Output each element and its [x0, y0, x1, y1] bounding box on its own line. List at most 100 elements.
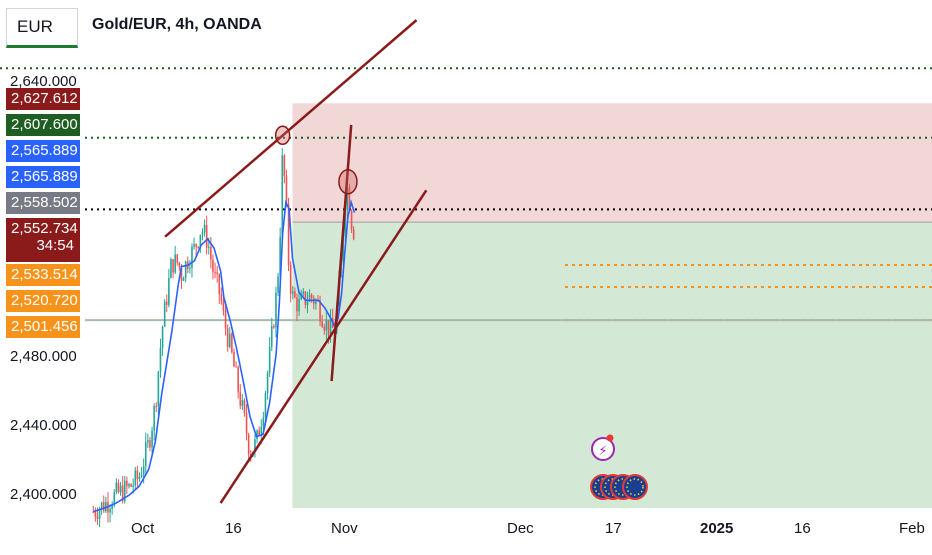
highlight-circle	[338, 168, 358, 195]
candle	[275, 286, 277, 338]
countdown-label: 34:54	[36, 237, 74, 254]
candle	[153, 403, 155, 441]
candle	[199, 234, 202, 253]
candle-body	[94, 511, 97, 517]
candle	[350, 209, 353, 234]
time-tick-label: 2025	[700, 520, 734, 537]
candle-body	[226, 328, 229, 347]
candle-body	[228, 333, 231, 347]
candle	[273, 323, 275, 329]
candle-body	[296, 297, 298, 312]
candle-body	[342, 236, 344, 262]
candle	[197, 246, 200, 249]
candle	[212, 254, 214, 280]
candle-body	[180, 267, 183, 281]
price-badge: 2,565.889	[6, 140, 80, 162]
candle	[163, 299, 166, 328]
candle-body	[308, 294, 311, 302]
candle-body	[279, 236, 281, 277]
candle	[226, 324, 229, 352]
candle	[268, 337, 271, 378]
candle	[241, 393, 244, 410]
candle	[140, 466, 143, 479]
candle-body	[126, 480, 128, 487]
candle-body	[235, 366, 237, 368]
candle	[138, 472, 141, 482]
candle	[159, 338, 162, 378]
candle-body	[287, 203, 290, 266]
candle-body	[270, 326, 273, 347]
candle	[109, 504, 111, 523]
time-tick-label: Oct	[131, 520, 155, 537]
candle-body	[212, 259, 214, 273]
candle	[117, 479, 120, 494]
candle-body	[117, 482, 120, 493]
candle-body	[277, 276, 279, 293]
time-tick-label: 16	[794, 520, 811, 537]
moving-average-line	[93, 199, 356, 513]
candle-body	[315, 300, 317, 304]
candle	[182, 276, 185, 281]
candle-body	[172, 259, 174, 273]
candle-body	[214, 272, 216, 274]
candle	[310, 293, 313, 303]
candle-body	[189, 267, 191, 269]
take-profit-zone	[292, 222, 932, 508]
candle-body	[102, 502, 105, 512]
candle	[216, 265, 218, 283]
candle-body	[191, 246, 193, 268]
eu-flag-icon	[622, 474, 648, 500]
candle	[94, 507, 97, 522]
candle-body	[205, 224, 208, 248]
candle-body	[98, 509, 101, 520]
candle-body	[159, 347, 162, 372]
candle	[105, 496, 107, 513]
candle-body	[130, 484, 132, 487]
candle-body	[168, 277, 170, 305]
candle	[245, 403, 248, 441]
candle	[262, 411, 265, 430]
event-icons: ⚡	[590, 434, 648, 500]
currency-selector-button[interactable]: EUR	[6, 8, 78, 48]
candle-body	[195, 244, 197, 247]
time-tick-label: Nov	[331, 520, 358, 537]
candle-body	[115, 482, 118, 492]
candle-body	[325, 320, 328, 331]
candle	[126, 476, 128, 495]
candle-body	[352, 229, 355, 240]
candle-body	[210, 246, 212, 260]
candle-body	[218, 274, 221, 295]
candle-body	[220, 294, 223, 301]
candle-body	[294, 291, 296, 298]
time-tick-label: 17	[605, 520, 622, 537]
price-badge: 2,565.889	[6, 166, 80, 188]
candle	[165, 294, 168, 313]
candle-body	[197, 246, 200, 248]
candle	[239, 384, 242, 410]
candle	[243, 398, 246, 417]
candle	[203, 219, 206, 237]
candle-body	[128, 484, 130, 487]
candle-body	[310, 294, 313, 298]
candle-body	[224, 310, 227, 329]
candle	[151, 426, 153, 455]
candle-body	[144, 442, 147, 467]
candle-body	[275, 292, 277, 328]
candle-body	[203, 224, 206, 233]
candle-body	[201, 232, 204, 235]
candle	[189, 260, 191, 274]
candle	[210, 236, 212, 269]
candle	[157, 370, 160, 417]
candle-body	[241, 400, 244, 406]
candle	[195, 243, 197, 256]
candle-body	[237, 367, 239, 392]
candle-body	[182, 278, 185, 281]
candle	[178, 261, 181, 271]
time-tick-label: Dec	[507, 520, 534, 537]
candle-body	[256, 430, 258, 440]
candle-body	[302, 291, 305, 295]
candle-body	[170, 259, 172, 278]
candle-body	[239, 391, 242, 406]
